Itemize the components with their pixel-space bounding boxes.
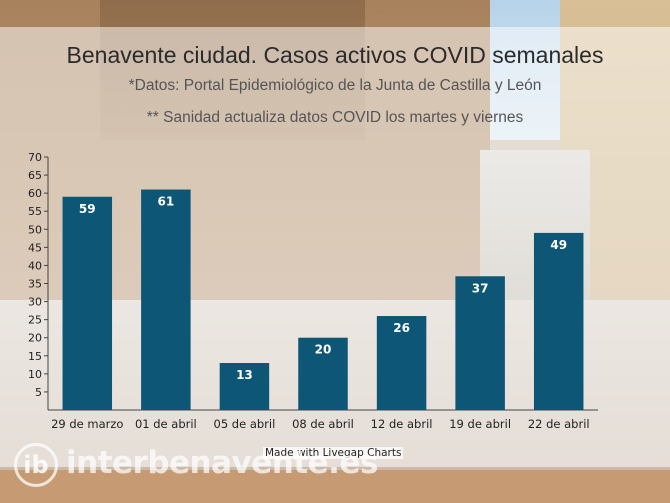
y-tick-label: 45	[28, 241, 42, 254]
x-tick-label: 08 de abril	[292, 417, 354, 431]
watermark-logo: ib	[14, 443, 58, 487]
bar	[455, 276, 505, 410]
y-tick-label: 10	[28, 368, 42, 381]
x-tick-label: 22 de abril	[528, 417, 590, 431]
bar	[298, 337, 348, 410]
bar-value-label: 61	[158, 195, 175, 209]
y-tick-label: 70	[28, 151, 42, 164]
bar	[141, 189, 191, 410]
bar	[62, 196, 113, 410]
y-tick-label: 30	[28, 296, 42, 309]
bar-value-label: 13	[236, 368, 253, 382]
credit-label: Made with Livegap Charts	[263, 447, 404, 459]
watermark-text: interbenavente.es	[66, 445, 378, 481]
bar-value-label: 26	[393, 321, 410, 335]
y-tick-label: 20	[28, 332, 42, 345]
bar-value-label: 49	[550, 238, 567, 252]
bar-value-label: 20	[315, 343, 332, 357]
x-tick-label: 19 de abril	[449, 417, 511, 431]
bar	[219, 363, 270, 410]
x-tick-label: 12 de abril	[371, 417, 433, 431]
chart-title: Benavente ciudad. Casos activos COVID se…	[66, 42, 604, 68]
y-tick-label: 65	[28, 169, 42, 182]
bar	[376, 316, 427, 410]
bar-value-label: 37	[472, 281, 489, 295]
y-tick-label: 50	[28, 223, 42, 236]
y-tick-label: 25	[28, 314, 42, 327]
x-tick-label: 01 de abril	[135, 417, 197, 431]
y-tick-label: 5	[35, 386, 42, 399]
background-pavement	[0, 470, 670, 503]
chart-subtitle-source: *Datos: Portal Epidemiológico de la Junt…	[128, 77, 542, 94]
chart-subtitle-note: ** Sanidad actualiza datos COVID los mar…	[146, 109, 524, 126]
y-tick-label: 55	[28, 205, 42, 218]
y-tick-label: 60	[28, 187, 42, 200]
x-tick-label: 29 de marzo	[51, 417, 123, 431]
y-tick-label: 15	[28, 350, 42, 363]
y-tick-label: 40	[28, 259, 42, 272]
bar-value-label: 59	[79, 202, 96, 216]
y-tick-label: 35	[28, 278, 42, 291]
bar	[533, 232, 584, 410]
x-tick-label: 05 de abril	[214, 417, 276, 431]
